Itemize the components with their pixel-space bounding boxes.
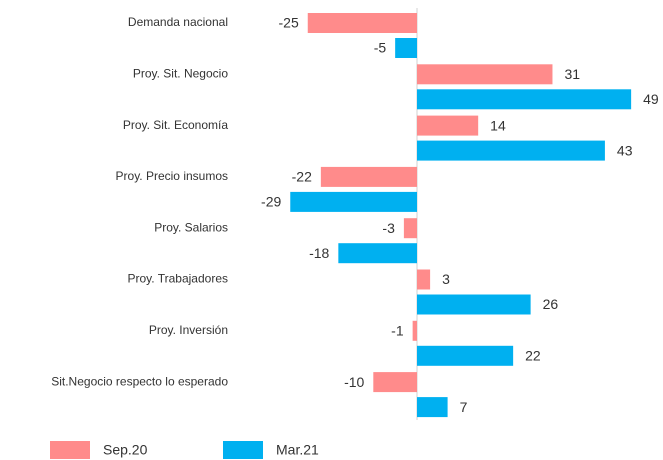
bar bbox=[417, 397, 448, 418]
category-label: Demanda nacional bbox=[128, 15, 228, 29]
category-label: Proy. Trabajadores bbox=[128, 272, 229, 286]
value-label: 43 bbox=[617, 142, 633, 158]
bar bbox=[417, 345, 514, 366]
legend-swatch bbox=[50, 441, 90, 459]
category-label: Proy. Precio insumos bbox=[116, 169, 228, 183]
bar bbox=[412, 320, 417, 341]
value-label: 14 bbox=[490, 117, 506, 133]
category-label: Proy. Inversión bbox=[149, 323, 228, 337]
bar bbox=[417, 64, 553, 85]
value-label: 26 bbox=[543, 296, 559, 312]
value-label: -22 bbox=[292, 169, 312, 185]
bar bbox=[417, 269, 431, 290]
category-label: Sit.Negocio respecto lo esperado bbox=[51, 374, 228, 388]
bar bbox=[395, 38, 417, 58]
value-label: 49 bbox=[643, 91, 659, 107]
bar bbox=[307, 13, 417, 33]
bar bbox=[417, 140, 605, 161]
category-label: Proy. Sit. Economía bbox=[123, 118, 228, 132]
bar bbox=[320, 166, 417, 187]
value-label: -29 bbox=[261, 194, 281, 210]
bar bbox=[373, 372, 417, 393]
value-label: -25 bbox=[279, 15, 299, 31]
legend-label: Sep.20 bbox=[103, 442, 148, 458]
bar bbox=[403, 218, 417, 239]
bar bbox=[338, 243, 417, 264]
value-label: -18 bbox=[309, 245, 329, 261]
value-label: 7 bbox=[460, 399, 468, 415]
value-label: 3 bbox=[442, 271, 450, 287]
value-label: -5 bbox=[374, 40, 387, 56]
bar bbox=[417, 294, 531, 315]
category-label: Proy. Sit. Negocio bbox=[133, 66, 228, 80]
legend-label: Mar.21 bbox=[276, 442, 319, 458]
value-label: 22 bbox=[525, 348, 541, 364]
category-label: Proy. Salarios bbox=[154, 220, 228, 234]
bar bbox=[417, 89, 632, 110]
value-label: 31 bbox=[564, 66, 580, 82]
bar bbox=[417, 115, 479, 136]
value-label: -1 bbox=[391, 323, 404, 339]
bar bbox=[290, 191, 417, 212]
value-label: -10 bbox=[344, 374, 364, 390]
legend-swatch bbox=[223, 441, 263, 459]
value-label: -3 bbox=[382, 220, 395, 236]
